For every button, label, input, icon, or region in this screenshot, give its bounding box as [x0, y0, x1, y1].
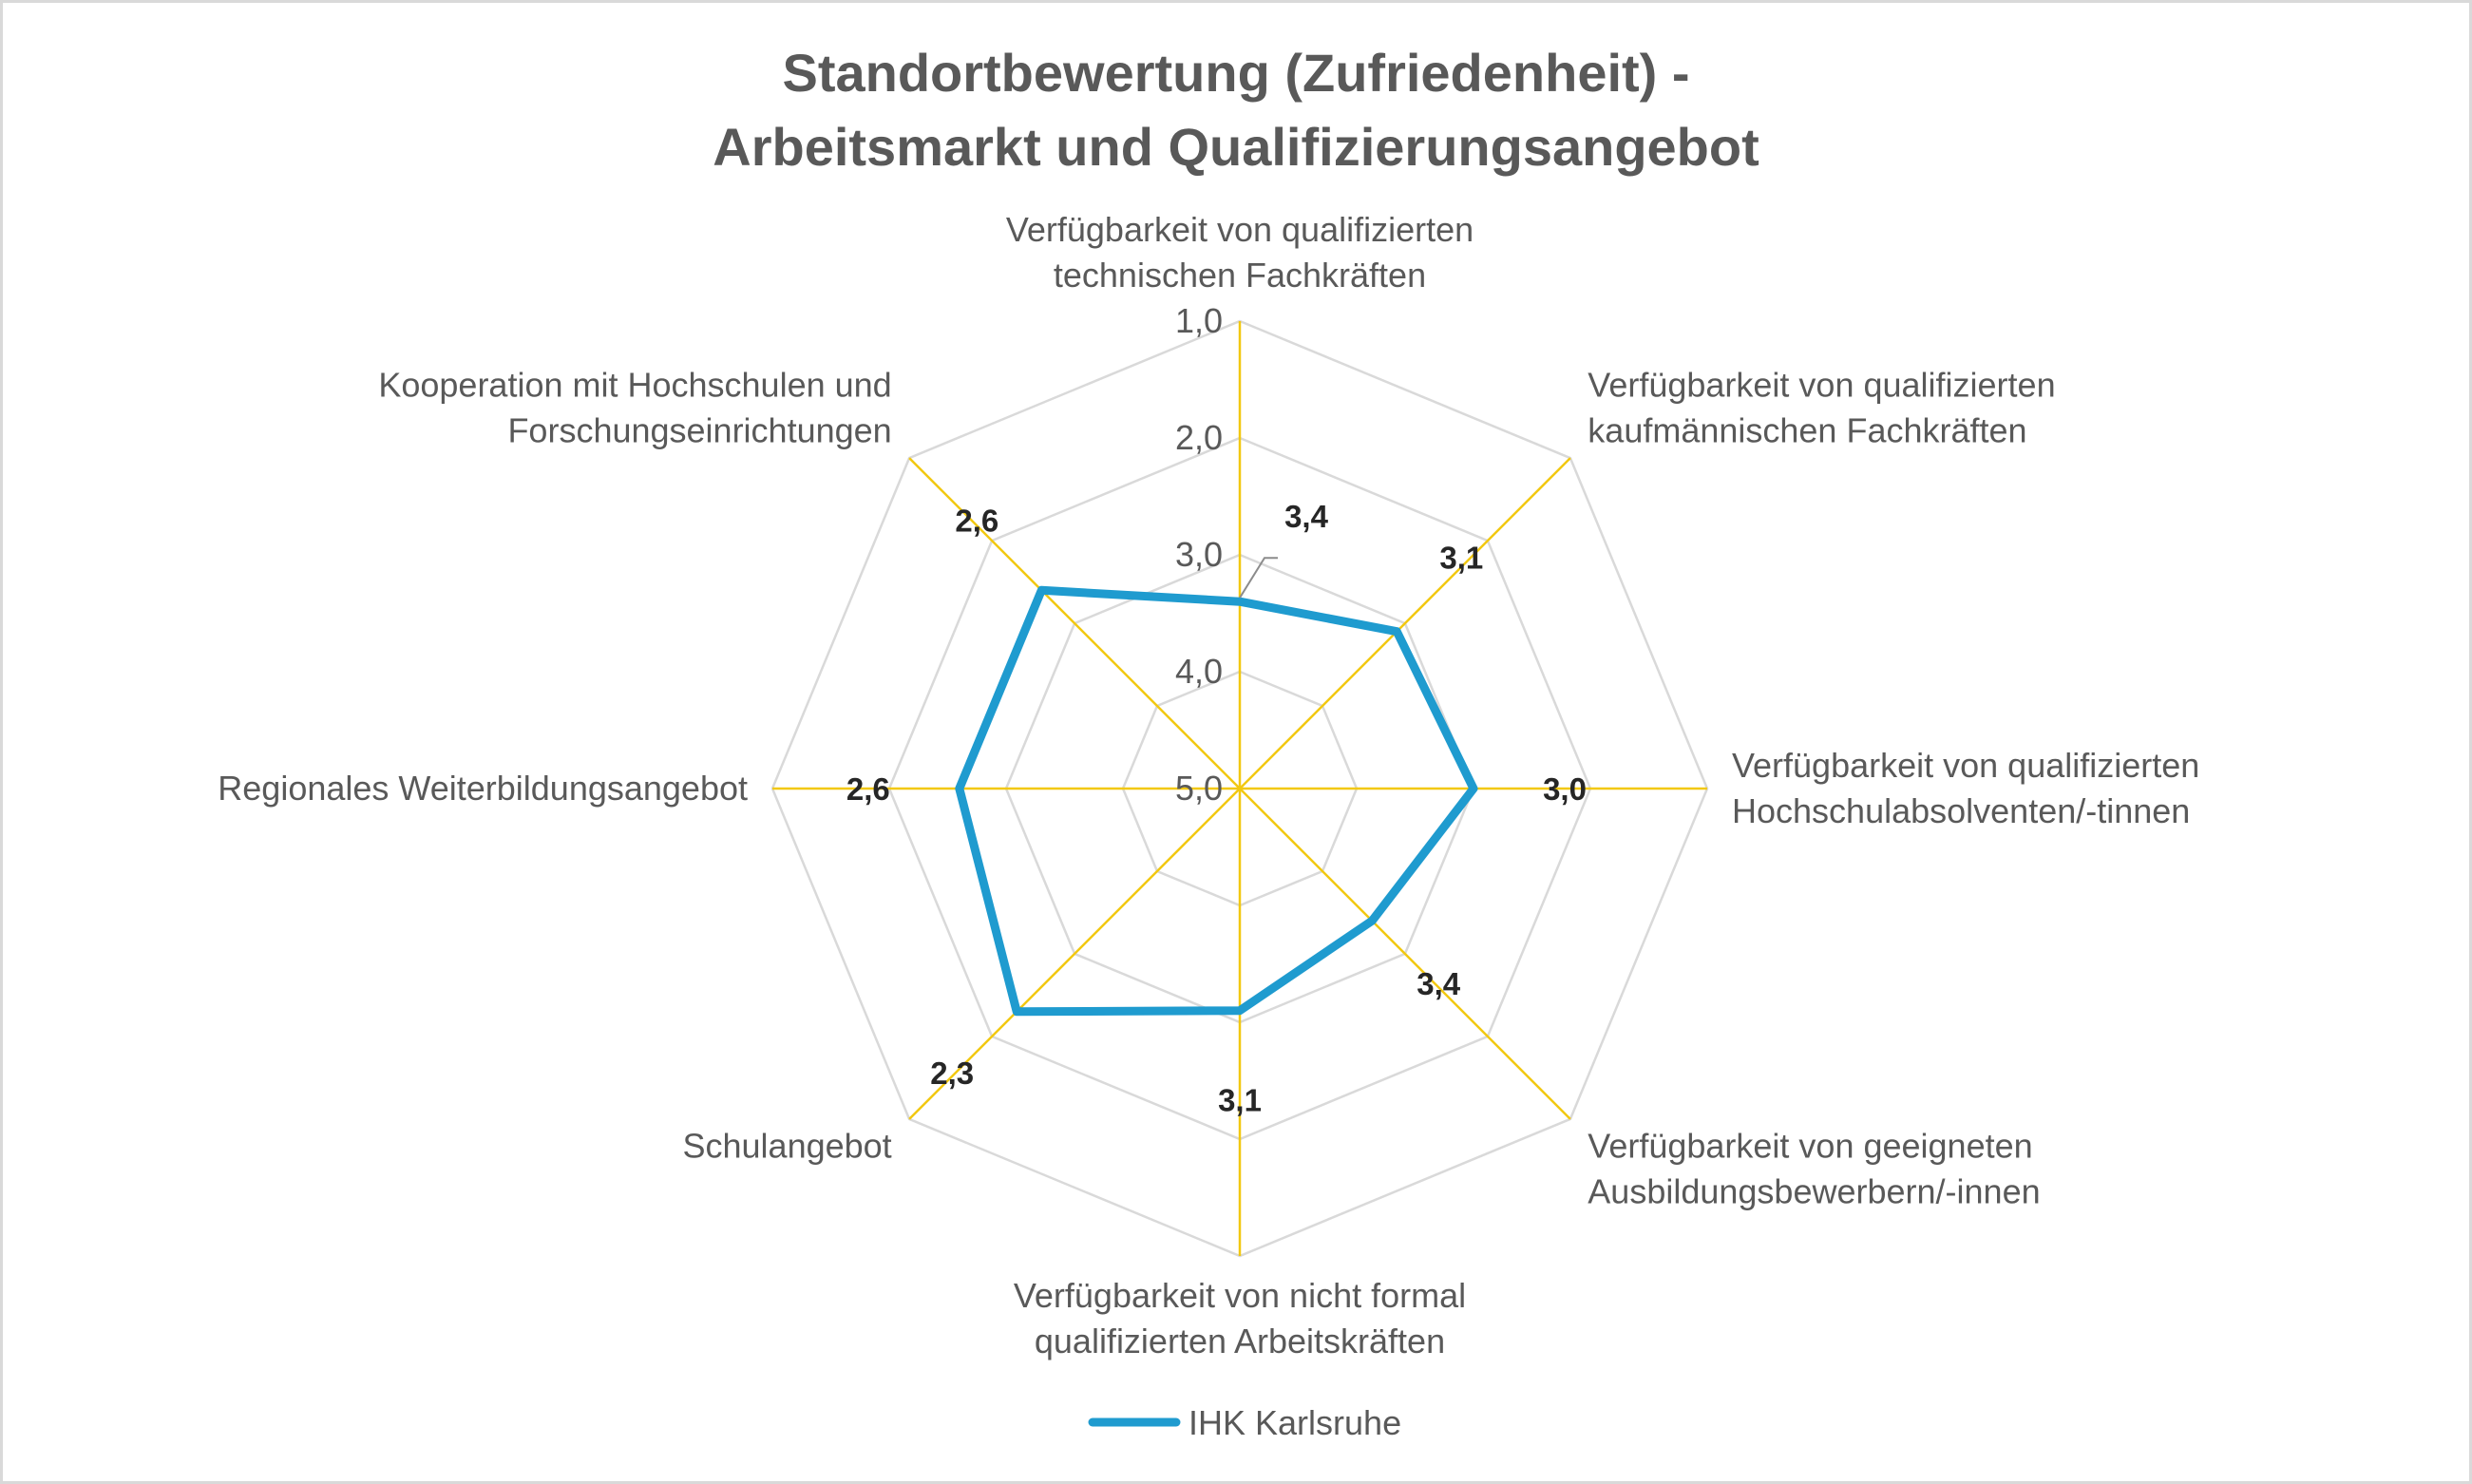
data-label: 3,1	[1439, 541, 1483, 576]
category-label: Verfügbarkeit von qualifizierten technisc…	[1006, 210, 1474, 295]
chart-subtitle: Arbeitsmarkt und Qualifizierungsangebot	[713, 117, 1759, 177]
category-label: Regionales Weiterbildungsangebot	[218, 769, 748, 808]
tick-label: 2,0	[1175, 418, 1223, 457]
tick-label: 4,0	[1175, 652, 1223, 691]
radar-spokes	[772, 321, 1707, 1256]
axis-spoke	[1239, 457, 1571, 790]
data-label: 2,6	[846, 771, 890, 807]
tick-label: 5,0	[1175, 769, 1223, 808]
data-label: 3,1	[1218, 1083, 1262, 1118]
radar-category-labels: Verfügbarkeit von qualifizierten technisc…	[218, 210, 2199, 1360]
data-label: 3,4	[1284, 499, 1329, 534]
radar-data-labels: 3,4 3,1 3,0 3,4 3,1 2,3 2,6 2,6	[846, 499, 1587, 1117]
axis-spoke	[908, 788, 1241, 1120]
radar-chart: Standortbewertung (Zufriedenheit) - Arbe…	[218, 43, 2199, 1442]
legend-label-ihk-karlsruhe: IHK Karlsruhe	[1188, 1403, 1401, 1442]
category-label: Schulangebot	[683, 1126, 892, 1165]
chart-title: Standortbewertung (Zufriedenheit) -	[782, 43, 1689, 103]
data-label: 3,0	[1543, 771, 1587, 807]
data-label: 2,6	[955, 503, 998, 538]
legend: IHK Karlsruhe	[1088, 1403, 1401, 1442]
axis-spoke	[1239, 788, 1571, 1120]
data-label: 2,3	[930, 1056, 974, 1091]
radar-tick-labels: 1,0 2,0 3,0 4,0 5,0	[1175, 301, 1223, 808]
category-label: Verfügbarkeit von qualifizierten Hochschu…	[1732, 746, 2199, 830]
category-label: Verfügbarkeit von geeigneten Ausbildungsb…	[1588, 1126, 2040, 1210]
category-label: Verfügbarkeit von nicht formal qualifizie…	[1014, 1276, 1466, 1360]
data-label: 3,4	[1417, 966, 1461, 1001]
tick-label: 1,0	[1175, 301, 1223, 340]
tick-label: 3,0	[1175, 535, 1223, 574]
axis-spoke	[908, 457, 1241, 790]
category-label: Verfügbarkeit von qualifizierten kaufmänn…	[1588, 366, 2055, 450]
data-label-leader	[1239, 557, 1278, 599]
radar-series	[955, 585, 1478, 1017]
series-line	[955, 585, 1478, 1017]
category-label: Kooperation mit Hochschulen und Forschung…	[378, 366, 891, 450]
